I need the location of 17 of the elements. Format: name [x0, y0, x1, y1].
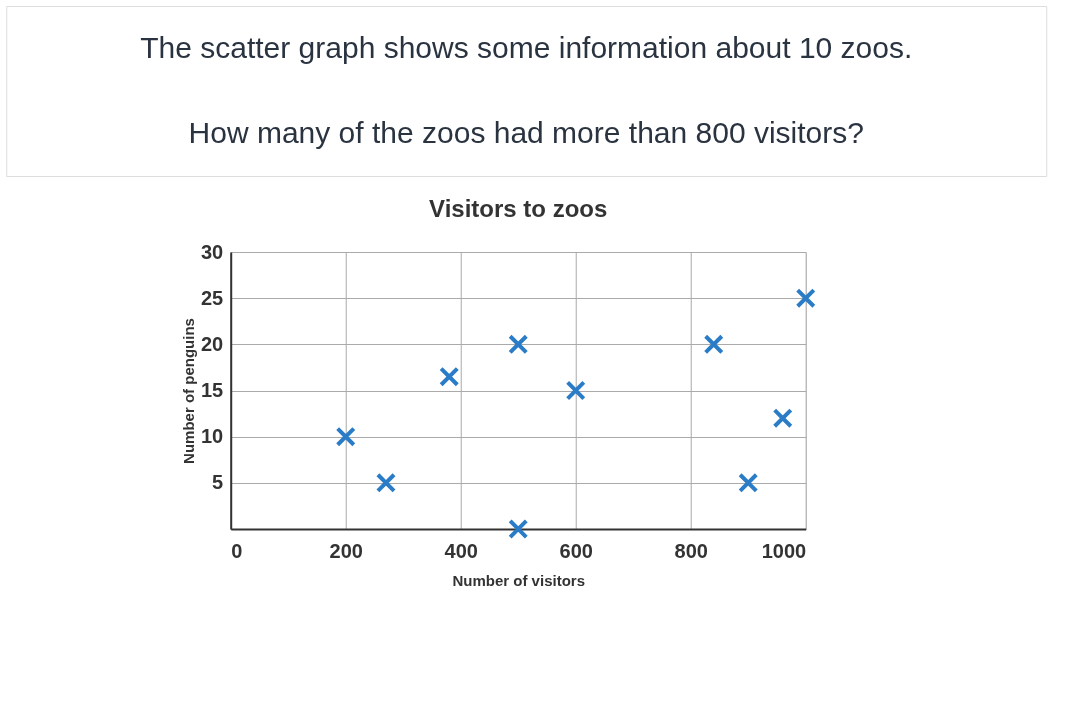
y-tick-label: 25 — [200, 286, 224, 309]
y-tick-label: 30 — [200, 240, 224, 263]
x-tick-label: 200 — [329, 539, 363, 562]
y-axis-title: Number of penguins — [179, 318, 197, 464]
x-tick-label: 400 — [444, 539, 478, 562]
x-tick-label: 800 — [674, 539, 708, 562]
x-axis-title: Number of visitors — [452, 571, 585, 589]
y-tick-label: 10 — [200, 425, 224, 448]
x-tick-label: 1000 — [761, 539, 807, 562]
y-tick-label: 15 — [200, 379, 224, 401]
y-tick-label: 20 — [200, 332, 224, 355]
y-tick-label: 5 — [212, 471, 224, 494]
text: The scatter graph shows some information about 10 zoos. — [140, 30, 913, 64]
chart-title: Visitors to zoos — [429, 195, 608, 222]
text: How many of the zoos had more than 800 visitors? — [188, 115, 864, 149]
x-tick-label: 600 — [559, 539, 593, 562]
x-tick-label: 0 — [231, 539, 243, 562]
